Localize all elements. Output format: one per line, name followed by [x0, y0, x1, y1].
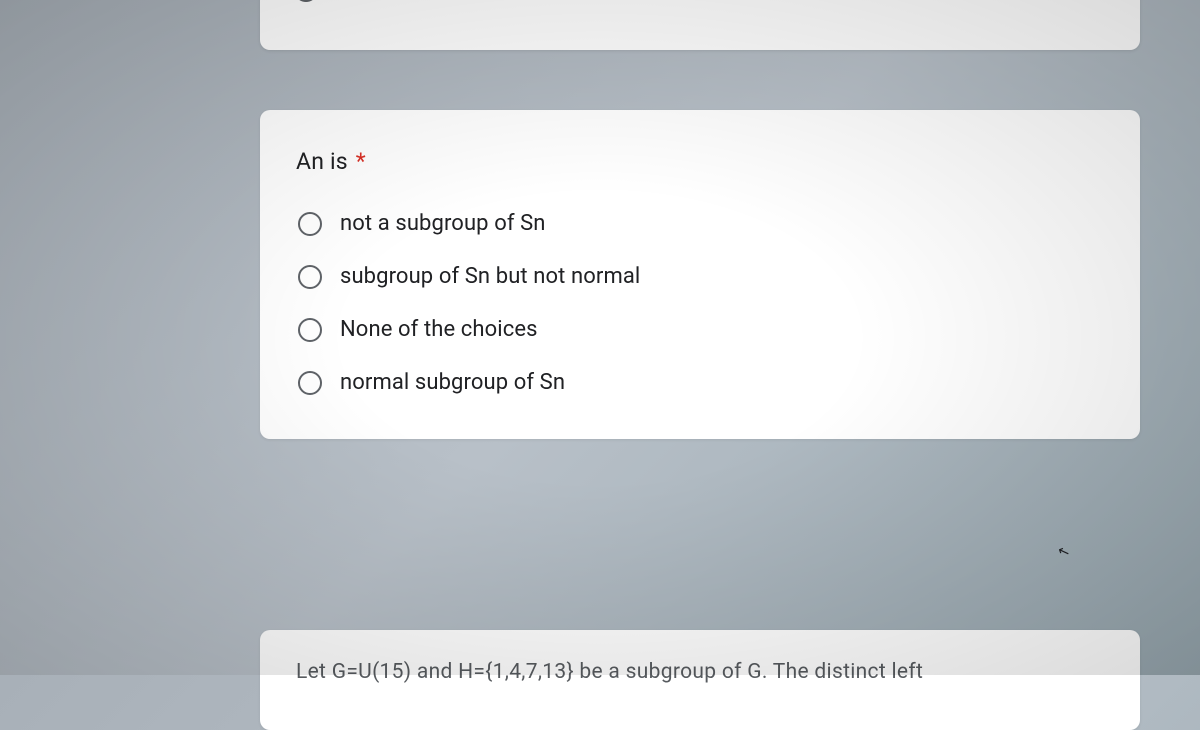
next-question-card: Let G=U(15) and H={1,4,7,13} be a subgro… — [260, 630, 1140, 730]
options-group: not a subgroup of Sn subgroup of Sn but … — [296, 211, 1104, 395]
radio-icon — [294, 0, 318, 2]
question-text: An is — [296, 148, 348, 175]
cursor-icon: ↖ — [1056, 542, 1072, 561]
partial-question-text: Let G=U(15) and H={1,4,7,13} be a subgro… — [296, 660, 1104, 684]
radio-icon — [298, 318, 322, 342]
option-row[interactable]: not a subgroup of Sn — [298, 211, 1104, 236]
required-asterisk: * — [356, 148, 366, 175]
radio-icon — [298, 212, 322, 236]
option-label: None of the choices — [340, 317, 538, 342]
question-card: An is * not a subgroup of Sn subgroup of… — [260, 110, 1140, 439]
option-label: not a subgroup of Sn — [340, 211, 546, 236]
option-row[interactable]: None of the choices — [298, 317, 1104, 342]
option-row[interactable]: subgroup of Sn but not normal — [298, 264, 1104, 289]
option-row[interactable]: normal subgroup of Sn — [298, 370, 1104, 395]
radio-icon — [298, 265, 322, 289]
radio-icon — [298, 371, 322, 395]
previous-question-card — [260, 0, 1140, 50]
option-label: normal subgroup of Sn — [340, 370, 565, 395]
option-label: subgroup of Sn but not normal — [340, 264, 640, 289]
question-title: An is * — [296, 148, 1104, 175]
